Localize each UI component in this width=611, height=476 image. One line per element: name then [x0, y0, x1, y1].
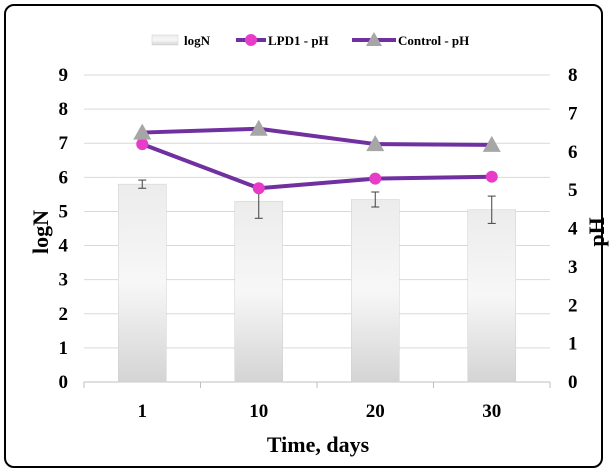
series-line [141, 142, 492, 191]
y-left-tick-label: 0 [59, 372, 69, 393]
x-tick-label: 1 [138, 401, 148, 422]
y-right-tick-label: 1 [568, 334, 578, 355]
bar [234, 200, 283, 383]
x-tick-label: 10 [249, 401, 268, 422]
series-point [252, 182, 265, 195]
y-right-tick-label: 2 [568, 295, 578, 316]
y-right-tick-label: 8 [568, 65, 578, 86]
legend-marker [245, 34, 257, 46]
bar [351, 199, 400, 383]
y-right-tick-label: 7 [568, 103, 578, 124]
y-right-tick-label: 0 [568, 372, 578, 393]
legend-label: LPD1 - pH [268, 33, 329, 48]
tick-labels: 0 1 2 3 4 5 6 7 8 9 0 1 2 3 4 5 6 7 8 1 10 20 30 [59, 65, 579, 422]
y-left-tick-label: 1 [59, 338, 69, 359]
y-right-tick-label: 4 [568, 219, 578, 240]
series-point [485, 170, 498, 183]
y-left-tick-label: 5 [59, 201, 69, 222]
series-point [133, 123, 152, 140]
legend-label: logN [184, 33, 211, 48]
bar [118, 183, 167, 383]
legend-marker [366, 32, 382, 46]
series-point [136, 138, 149, 151]
legend: logN LPD1 - pH Control - pH [151, 32, 469, 48]
y-right-tick-label: 5 [568, 180, 578, 201]
legend-swatch-bar [151, 34, 179, 46]
bars [118, 179, 516, 383]
y-left-tick-label: 4 [59, 236, 69, 257]
series-point [369, 172, 382, 185]
y-left-tick-label: 8 [59, 99, 69, 120]
legend-label: Control - pH [398, 33, 469, 48]
y-left-tick-label: 3 [59, 270, 69, 291]
series-point [366, 135, 385, 152]
y-right-tick-label: 3 [568, 257, 578, 278]
series-point [249, 119, 268, 136]
x-tick-label: 20 [366, 401, 385, 422]
series-lines [133, 119, 501, 195]
x-axis-title: Time, days [267, 432, 370, 457]
y-left-tick-label: 6 [59, 167, 69, 188]
y-left-tick-label: 7 [59, 133, 69, 154]
bar [467, 209, 516, 383]
x-tick-label: 30 [482, 401, 501, 422]
series-line [142, 126, 492, 147]
series-point [482, 135, 501, 152]
y-axis-left-title: logN [28, 210, 53, 254]
y-axis-right-title: pH [584, 217, 609, 246]
y-right-tick-label: 6 [568, 142, 578, 163]
y-left-tick-label: 9 [59, 65, 69, 86]
y-left-tick-label: 2 [59, 304, 69, 325]
